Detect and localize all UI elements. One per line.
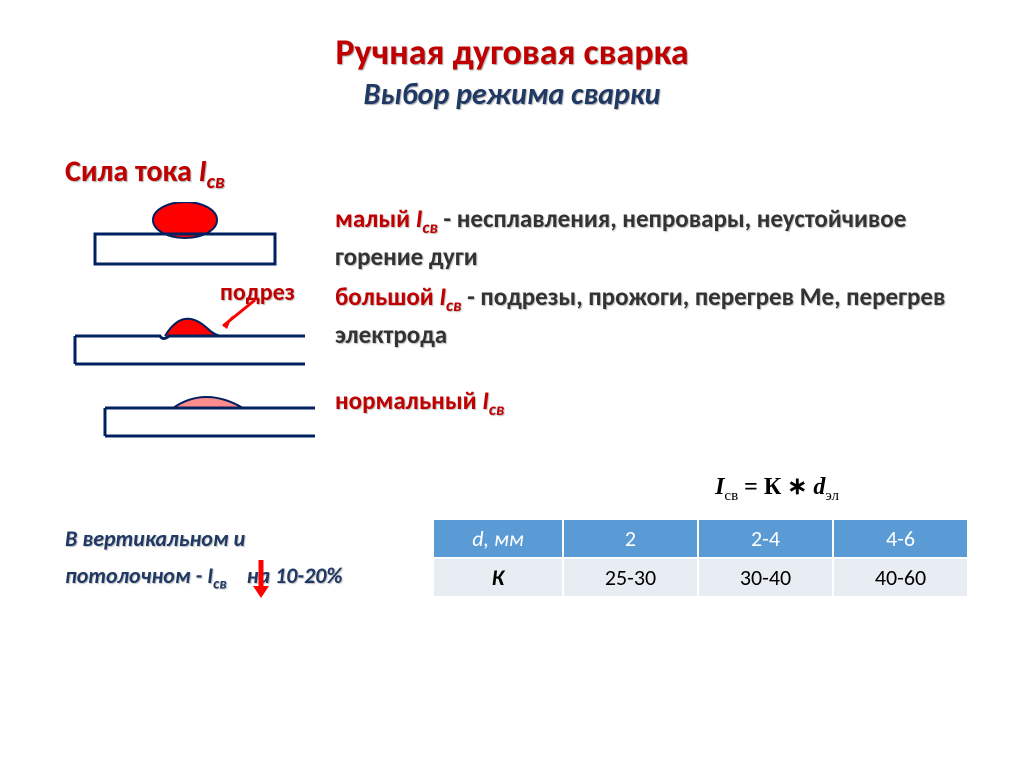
row-normal-current: нормальный Iсв (55, 384, 969, 444)
diagram-small-current (55, 202, 285, 272)
title-line-1: Ручная дуговая сварка (55, 30, 969, 74)
data-table: d, мм22-44-6К25-3030-4040-60 (432, 518, 969, 598)
row-small-current: малый Iсв - несплавления, непровары, неу… (55, 202, 969, 274)
footer-note: В вертикальном ипотолочном - Iсв на 10-2… (65, 520, 342, 598)
title-line-2: Выбор режима сварки (55, 76, 969, 113)
row-big-current: подрез большой Iсв - подрезы, прожоги, п… (55, 280, 969, 370)
formula: Iсв = К ∗ dэл (715, 472, 839, 505)
diagram-normal-current (55, 384, 335, 444)
slide-title: Ручная дуговая сварка Выбор режима сварк… (55, 30, 969, 113)
section-heading: Сила тока Iсв (65, 153, 969, 194)
down-arrow-icon (250, 558, 272, 598)
